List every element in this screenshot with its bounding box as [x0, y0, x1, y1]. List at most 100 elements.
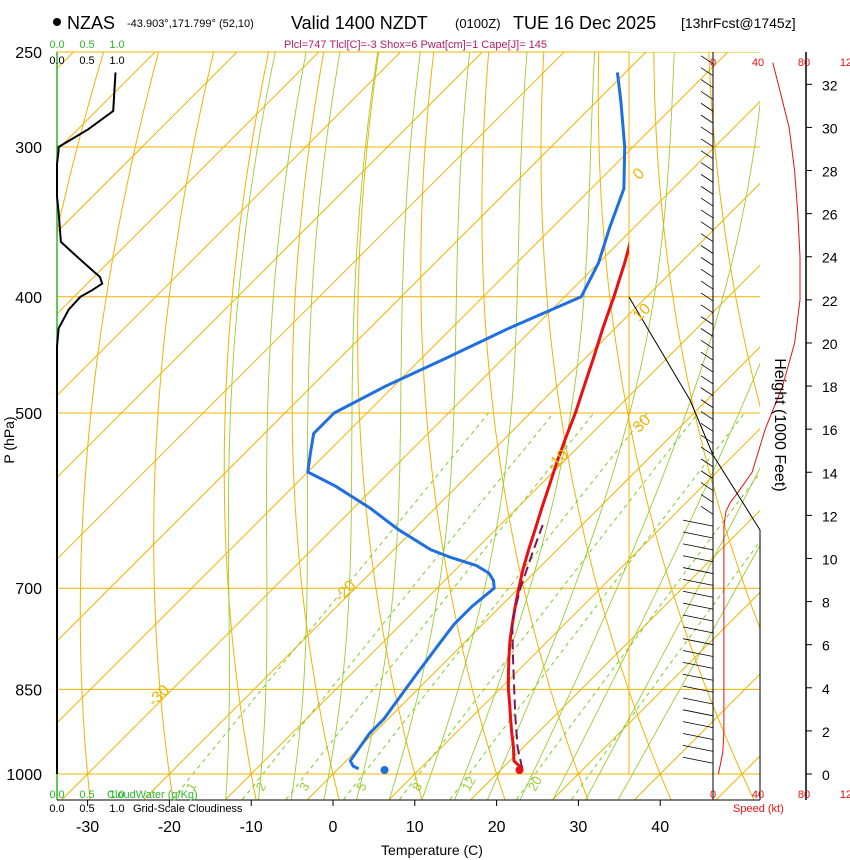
height-tick-label: 30 [822, 120, 838, 136]
wind-barb [682, 709, 714, 717]
wind-barb [700, 257, 714, 266]
moist-adiabat-line [225, 52, 276, 800]
wind-barb [682, 744, 714, 752]
speed-tick-top: 12 [840, 57, 850, 69]
wind-barb [700, 55, 714, 65]
wind-layer [628, 52, 801, 800]
dry-adiabat-line [357, 52, 423, 800]
moist-adiabat-line [519, 101, 760, 800]
cloudiness-tick-bottom: 0.0 [49, 803, 64, 815]
height-tick-label: 16 [822, 422, 838, 438]
speed-tick-bottom: 40 [752, 789, 764, 801]
wind-barb [700, 79, 714, 88]
height-tick-label: 32 [822, 77, 838, 93]
speed-tick-top: 80 [798, 57, 810, 69]
x-tick-label: 40 [651, 819, 669, 836]
height-tick-label: 18 [822, 379, 838, 395]
isotherm-line [57, 52, 238, 233]
height-tick-label: 2 [822, 724, 830, 740]
speed-tick-bottom: 0 [710, 789, 716, 801]
wind-barb [700, 411, 714, 420]
wind-barb [700, 494, 714, 503]
speed-tick-bottom: 80 [798, 789, 810, 801]
wind-barb [682, 614, 714, 622]
isotherm-line [57, 52, 565, 560]
wind-barb [682, 673, 714, 681]
clipped-background [57, 52, 760, 800]
wind-barb [700, 185, 714, 195]
dry-adiabat-line [597, 52, 755, 800]
wind-barb [682, 733, 714, 740]
wind-region-boundary [628, 296, 761, 800]
wind-barb [700, 126, 714, 136]
isotherm-line [57, 52, 729, 724]
mixing-ratio-label: 20 [525, 773, 545, 793]
wind-barb [682, 697, 714, 705]
wind-barb [700, 458, 714, 468]
isotherm-label: -20 [331, 577, 359, 605]
wind-barb [682, 602, 714, 610]
cloudiness-tick-top: 1.0 [109, 55, 124, 67]
dry-adiabat-line [481, 52, 589, 800]
moist-adiabat-line [421, 52, 528, 800]
valid-utc: (0100Z) [455, 16, 501, 31]
background-lines [56, 51, 760, 801]
pressure-tick-label: 300 [15, 140, 42, 157]
pressure-tick-label: 1000 [6, 767, 42, 784]
height-tick-label: 22 [822, 293, 838, 309]
height-tick-label: 0 [822, 767, 830, 783]
station-location: -43.903°,171.799° (52,10) [127, 18, 254, 30]
height-tick-label: 26 [822, 207, 838, 223]
wind-barb [682, 567, 714, 574]
wind-barb [682, 519, 714, 527]
sounding-lines [306, 72, 629, 771]
wind-barb [700, 209, 714, 219]
mixing-ratio-label: 2 [253, 780, 270, 794]
wind-barb [700, 174, 714, 183]
wind-barb [700, 399, 714, 408]
station-marker-icon [53, 18, 61, 26]
cloudwater-tick-top: 0.0 [49, 39, 64, 51]
wind-barb [700, 446, 714, 456]
isotherm-label: 30 [630, 412, 655, 437]
wind-barb [700, 67, 714, 77]
mixing-ratio-label: 3 [296, 780, 313, 794]
isotherm-line [225, 264, 760, 800]
wind-barb [682, 685, 714, 693]
wind-barb [700, 245, 714, 254]
wind-barb [700, 387, 714, 397]
wind-barb [682, 650, 714, 657]
wind-barb [682, 543, 714, 551]
isotherm-line [57, 52, 320, 315]
valid-time: Valid 1400 NZDT [291, 13, 428, 33]
speed-tick-bottom: 12 [840, 789, 850, 801]
height-tick-label: 10 [822, 551, 838, 567]
cloudiness-tick-bottom: 0.5 [79, 803, 94, 815]
wind-barb [682, 662, 714, 669]
forecast-info: [13hrFcst@1745z] [681, 15, 796, 31]
moist-adiabat-line [290, 52, 341, 800]
wind-barb [700, 91, 714, 100]
wind-barb [700, 363, 714, 373]
mixing-ratio-line [171, 412, 490, 800]
wind-barb [700, 138, 714, 148]
mixing-ratio-line [516, 472, 760, 800]
moist-adiabat-line [258, 52, 307, 800]
temperature-line [506, 241, 629, 770]
cloudwater-tick-top: 0.5 [79, 39, 94, 51]
wind-barb [700, 422, 714, 432]
isotherm-line [57, 52, 484, 479]
x-tick-label: -20 [158, 819, 181, 836]
wind-barb [682, 579, 714, 586]
height-tick-label: 12 [822, 508, 838, 524]
dry-adiabat-line [153, 52, 215, 800]
wind-barb [700, 150, 714, 160]
x-tick-label: 30 [570, 819, 588, 836]
moist-adiabat-line [356, 52, 421, 800]
wind-barb [700, 470, 714, 480]
cloudiness-axis-label: Grid-Scale Cloudiness [133, 803, 243, 815]
wind-barb [682, 756, 714, 764]
wind-barb [700, 505, 714, 515]
x-tick-label: 20 [488, 819, 506, 836]
